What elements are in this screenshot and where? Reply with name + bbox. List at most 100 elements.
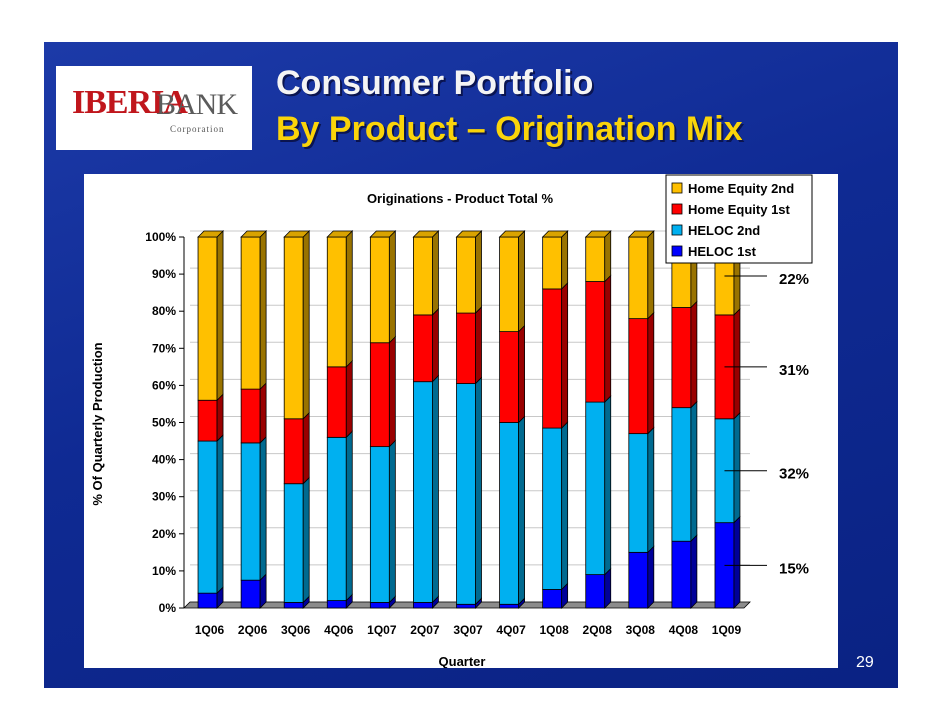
bar-segment-front	[240, 579, 261, 609]
x-tick-label: 3Q07	[453, 623, 483, 637]
bar-segment-side	[345, 430, 353, 602]
bar-segment-front	[628, 318, 649, 435]
bar-segment-side	[604, 230, 612, 283]
x-tick-label: 1Q09	[712, 623, 742, 637]
bar-segment-front	[585, 574, 606, 609]
bar-segment	[283, 230, 311, 420]
bar-segment	[240, 382, 267, 444]
bar-segment	[585, 274, 612, 404]
bar-segment-front	[413, 314, 433, 383]
bar-segment-front	[585, 281, 606, 403]
legend-swatch	[671, 245, 683, 257]
bar-segment-front	[197, 592, 218, 609]
bar-segment-side	[647, 311, 655, 435]
x-tick-label: 4Q08	[669, 623, 699, 637]
bar-segment-front	[283, 418, 304, 485]
bar-segment-side	[518, 415, 525, 606]
x-tick-label: 2Q07	[410, 623, 440, 637]
bar-segment-side	[647, 426, 655, 554]
bar-segment-front	[628, 433, 649, 553]
y-tick-label: 60%	[152, 378, 176, 392]
bar-segment	[240, 230, 268, 391]
bar-segment	[326, 359, 353, 439]
legend-swatch	[671, 203, 683, 215]
bar-segment-front	[499, 603, 519, 609]
slide-title: Consumer Portfolio	[276, 64, 594, 102]
bar-segment	[542, 582, 569, 609]
bar-segment	[585, 567, 612, 609]
bar-segment-front	[413, 381, 433, 603]
bar-segment-front	[585, 236, 606, 282]
logo-bank: BANK	[156, 88, 238, 121]
bar-segment-front	[283, 236, 304, 420]
bar-segment-side	[475, 376, 482, 606]
bar-segment-side	[561, 281, 569, 430]
legend-item: HELOC 2nd	[671, 223, 760, 238]
iberiabank-logo: IBERIA BANK Corporation	[56, 66, 252, 150]
bar-segment-side	[561, 230, 569, 290]
bar-segment-front	[197, 236, 218, 401]
bar-segment	[628, 311, 655, 435]
bar-segment	[714, 411, 741, 524]
bar-segment-front	[456, 603, 476, 609]
logo-subtitle: Corporation	[170, 124, 225, 134]
legend-box	[665, 174, 813, 264]
bar-segment	[627, 230, 655, 320]
bar-segment-side	[259, 382, 267, 444]
bar-segment	[283, 411, 310, 485]
legend: Home Equity 2nd Home Equity 1st HELOC 2nd H…	[665, 174, 813, 264]
legend-label: HELOC 1st	[688, 244, 757, 259]
bar-segment-side	[216, 230, 224, 402]
bar-segment-front	[585, 401, 606, 576]
chart-panel: 0% 10% 20% 30% 40% 50% 60% 70% 80% 90% 100% 1Q06 2Q…	[84, 174, 838, 669]
bar-segment-side	[604, 567, 612, 609]
bar-segment-front	[283, 602, 304, 609]
bar-segment-front	[499, 236, 519, 333]
bar-segment-side	[302, 476, 310, 604]
bar-segment-side	[388, 335, 396, 448]
bar-segment	[197, 434, 224, 595]
bar-segment	[499, 415, 525, 606]
bar-segment-front	[413, 236, 433, 316]
bar-top	[498, 230, 526, 238]
bar-segment	[671, 300, 698, 409]
legend-item: HELOC 1st	[671, 244, 757, 259]
bar-top	[541, 230, 569, 238]
annotations: 22% 31% 32% 15%	[724, 271, 809, 577]
bar-segment-side	[432, 307, 439, 383]
chart-title: Originations - Product Total %	[367, 191, 554, 206]
bar-top	[283, 230, 311, 238]
bar-segment-front	[499, 422, 519, 605]
bar-segment-side	[733, 515, 741, 609]
bar-segment-side	[345, 359, 353, 439]
bar-segment-front	[671, 307, 692, 409]
bar-segment	[369, 230, 397, 344]
y-tick-label: 30%	[152, 490, 176, 504]
bar-segment	[413, 307, 439, 383]
bar-segment	[498, 230, 526, 333]
bar-segment	[240, 435, 267, 582]
bar-top	[455, 230, 483, 238]
bar-segment-side	[432, 230, 439, 316]
bar-top	[412, 230, 440, 238]
y-tick-label: 0%	[159, 601, 177, 615]
bar-segment-side	[388, 230, 396, 344]
x-axis-label: Quarter	[439, 654, 486, 668]
bar-segment-front	[369, 602, 390, 609]
bar-segment-front	[413, 602, 433, 609]
bar-segment	[671, 534, 698, 609]
bar-segment	[456, 306, 482, 385]
bar-segment-side	[604, 395, 612, 576]
bar-segment-side	[690, 400, 698, 543]
y-tick-label: 20%	[152, 527, 176, 541]
stacked-bar-chart: 0% 10% 20% 30% 40% 50% 60% 70% 80% 90% 100% 1Q06 2Q…	[90, 174, 813, 669]
bar-segment-side	[604, 274, 612, 404]
bar-segment-side	[647, 230, 655, 320]
bar-segment	[455, 230, 483, 315]
bar-segment-front	[542, 427, 563, 590]
y-tick-label: 100%	[145, 230, 176, 244]
y-tick-label: 50%	[152, 416, 176, 430]
bar-segment-side	[432, 374, 439, 604]
bar-top	[326, 230, 354, 238]
bar-segment-side	[259, 435, 267, 582]
